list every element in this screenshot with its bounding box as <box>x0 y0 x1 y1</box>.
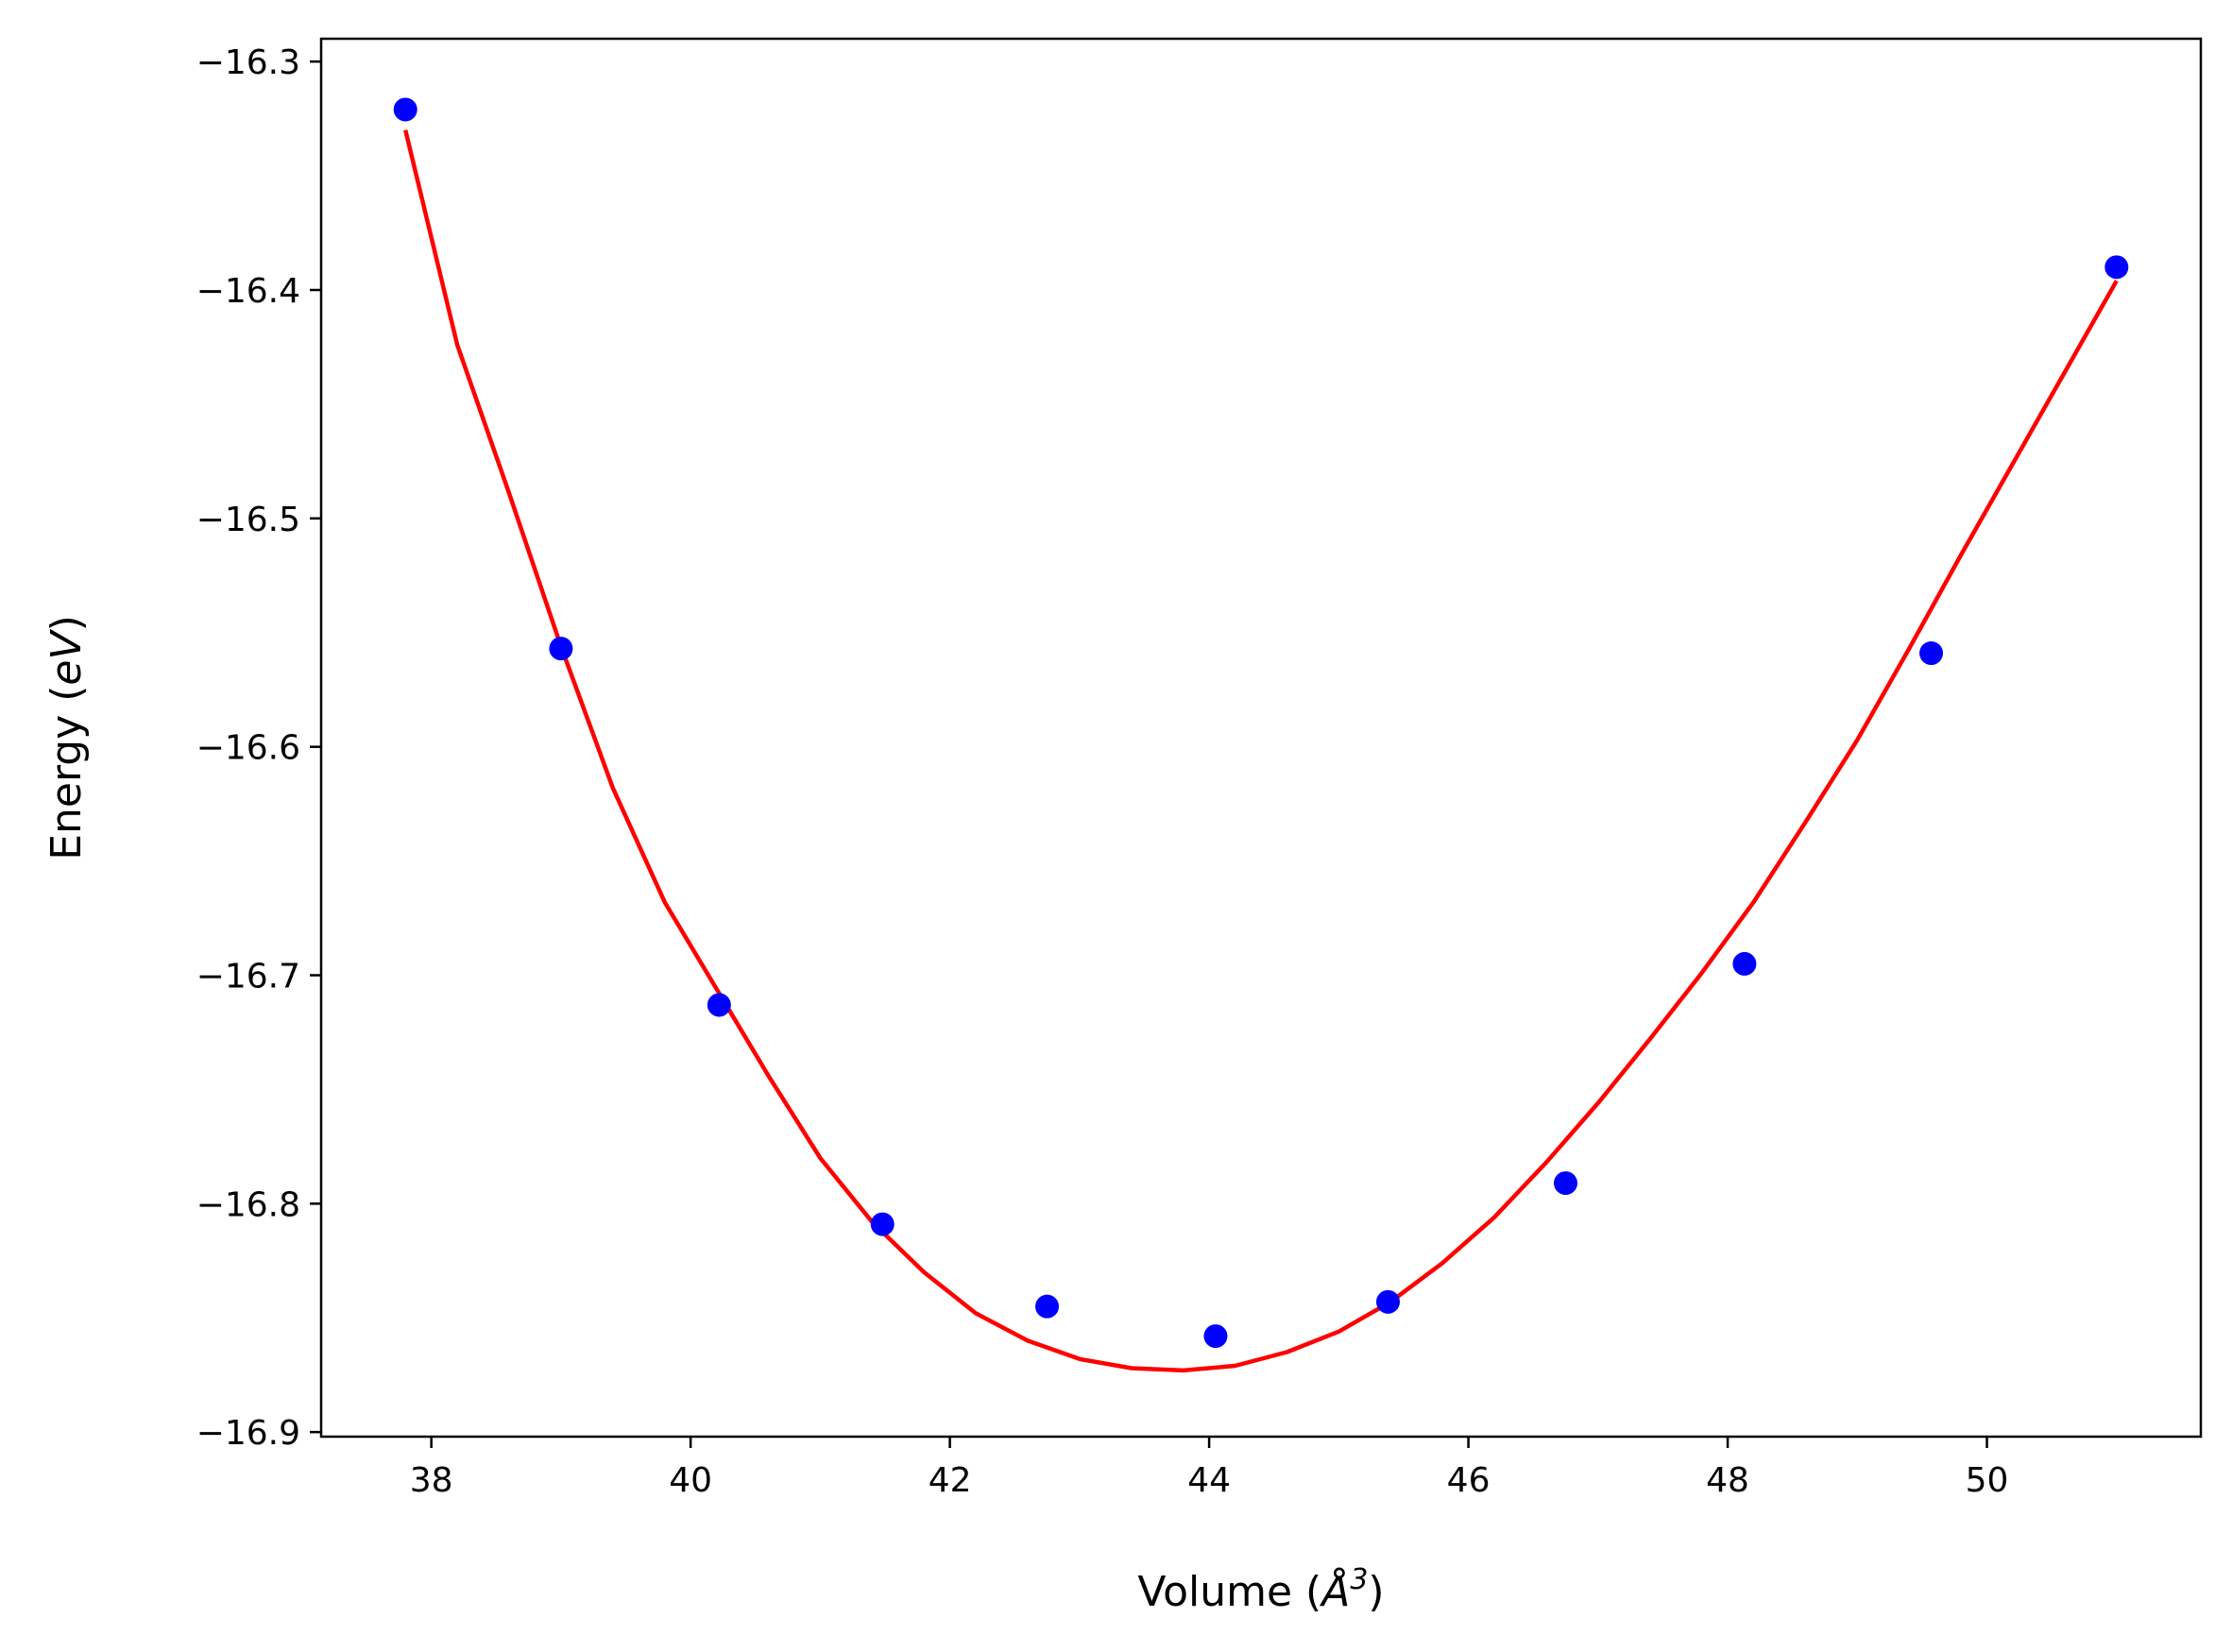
x-tick-label: 46 <box>1447 1461 1491 1500</box>
x-axis-label: Volume (Å3) <box>1137 1563 1384 1616</box>
data-point <box>1203 1324 1228 1349</box>
y-tick-label: −16.7 <box>196 958 300 996</box>
data-point <box>1732 951 1757 976</box>
x-tick-label: 44 <box>1187 1461 1231 1500</box>
data-point <box>870 1212 895 1236</box>
y-tick-label: −16.9 <box>196 1414 300 1453</box>
data-point <box>1375 1289 1400 1314</box>
y-tick-label: −16.5 <box>196 501 300 539</box>
y-axis-ticks: −16.9 −16.8 −16.7 −16.6 −16.5 −16.4 −16.3 <box>196 43 321 1453</box>
x-tick-label: 48 <box>1706 1461 1749 1500</box>
y-tick-label: −16.8 <box>196 1185 300 1224</box>
data-point <box>2104 255 2129 280</box>
x-tick-label: 42 <box>929 1461 972 1500</box>
data-point <box>707 993 731 1017</box>
data-point <box>549 637 573 661</box>
y-tick-label: −16.6 <box>196 729 300 768</box>
y-tick-label: −16.4 <box>196 272 300 311</box>
x-axis-ticks: 38 40 42 44 46 48 50 <box>410 1437 2009 1500</box>
data-marks <box>393 97 2129 1373</box>
x-tick-label: 50 <box>1966 1461 2009 1500</box>
x-tick-label: 38 <box>410 1461 453 1500</box>
data-point <box>1919 641 1944 666</box>
plot-frame <box>319 37 2203 1439</box>
fit-curve-line <box>403 129 2119 1373</box>
y-tick-label: −16.3 <box>196 43 300 82</box>
x-tick-label: 40 <box>669 1461 712 1500</box>
data-point <box>1035 1294 1060 1319</box>
data-point <box>1554 1171 1578 1196</box>
data-point <box>393 97 417 122</box>
y-axis-label: Energy (eV) <box>43 615 91 860</box>
